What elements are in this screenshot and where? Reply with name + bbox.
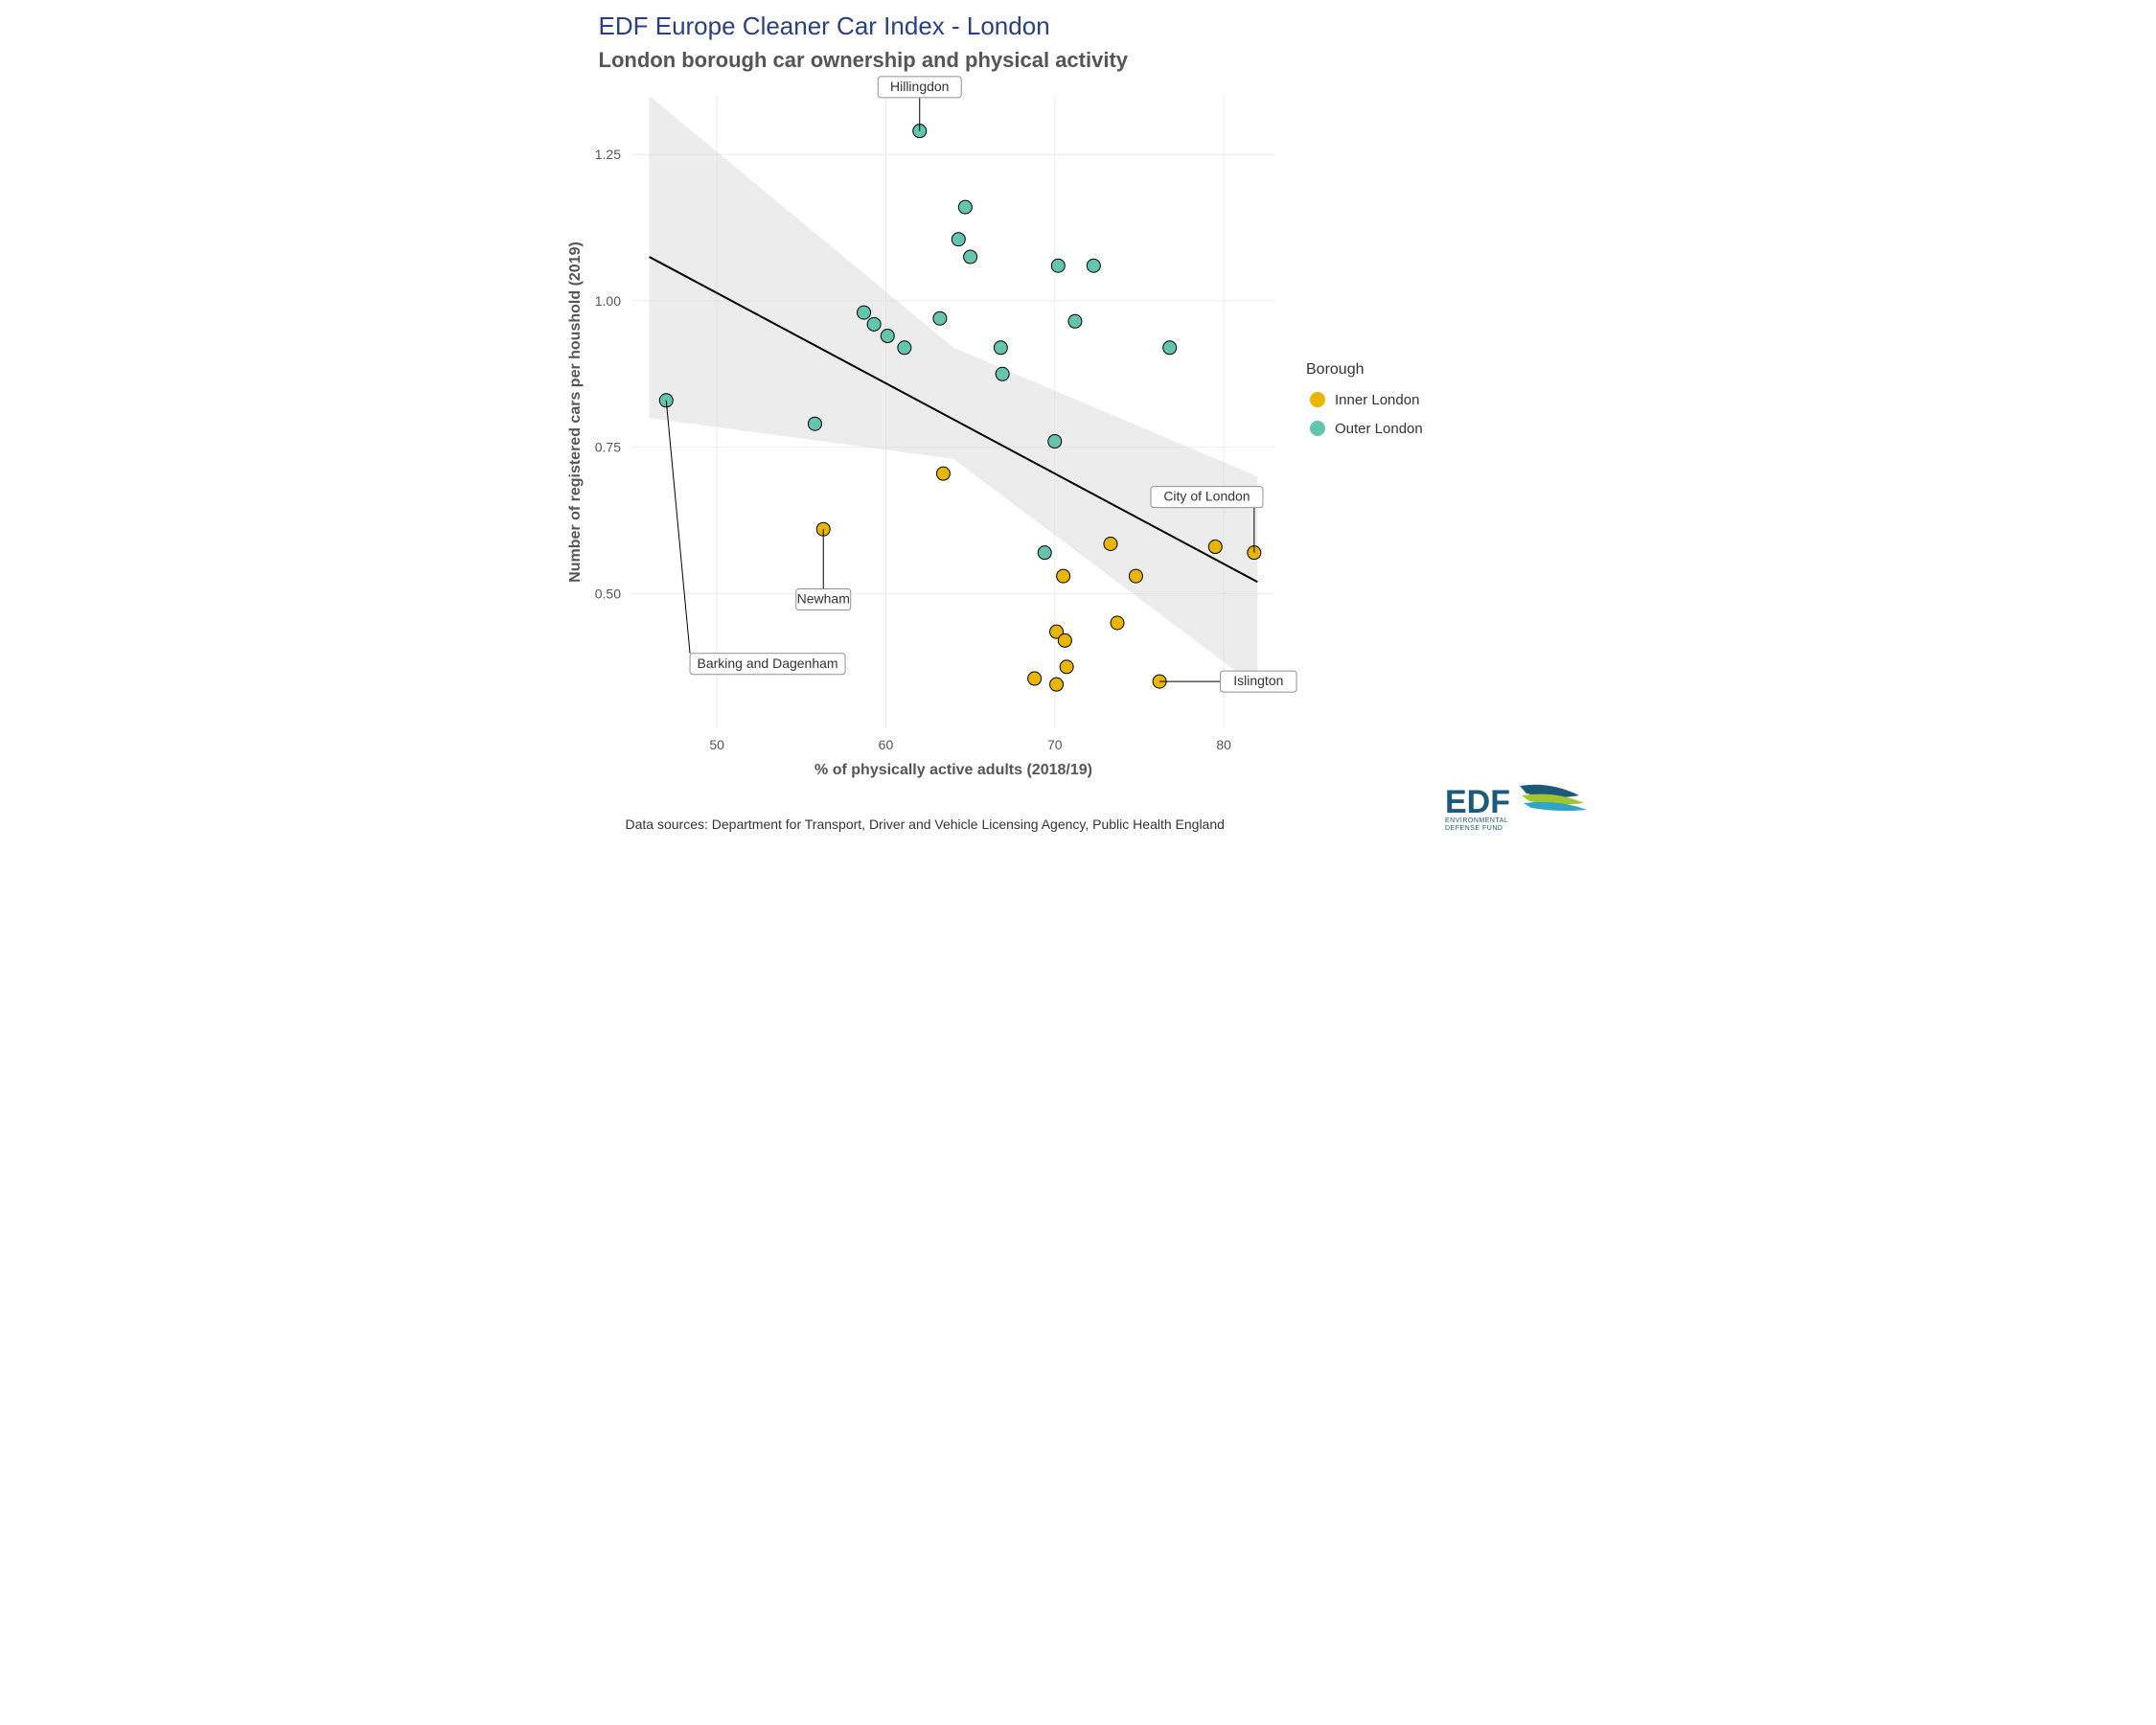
legend-title: Borough xyxy=(1306,361,1365,378)
legend-label: Outer London xyxy=(1335,421,1423,437)
edf-logo: EDF ENVIRONMENTAL DEFENSE FUND xyxy=(1445,776,1589,834)
y-tick-label: 1.00 xyxy=(594,293,620,309)
scatter-plot: 506070800.500.751.001.25HillingdonNewham… xyxy=(632,96,1274,728)
data-point xyxy=(1067,314,1081,328)
data-point xyxy=(1103,538,1116,551)
source-text: Data sources: Department for Transport, … xyxy=(626,816,1225,832)
data-point xyxy=(1087,259,1100,272)
data-point xyxy=(1060,660,1073,674)
y-tick-label: 0.50 xyxy=(594,586,620,601)
x-tick-label: 60 xyxy=(878,737,893,752)
data-point xyxy=(1058,633,1071,647)
chart-subtitle: London borough car ownership and physica… xyxy=(599,48,1129,73)
data-point xyxy=(881,330,894,343)
data-point xyxy=(1047,435,1061,448)
logo-sub1: ENVIRONMENTAL xyxy=(1445,817,1508,824)
callout-label: City of London xyxy=(1163,489,1250,504)
data-point xyxy=(1129,569,1142,583)
x-tick-label: 70 xyxy=(1047,737,1063,752)
data-point xyxy=(1051,259,1065,272)
data-point xyxy=(857,306,870,319)
legend-label: Inner London xyxy=(1335,392,1419,408)
callout-label: Barking and Dagenham xyxy=(697,656,837,671)
legend-swatch xyxy=(1310,392,1325,407)
data-point xyxy=(1162,341,1176,355)
x-axis-label: % of physically active adults (2018/19) xyxy=(814,762,1092,778)
data-point xyxy=(808,417,821,430)
callout-label: Islington xyxy=(1233,673,1283,688)
data-point xyxy=(958,200,972,214)
data-point xyxy=(936,467,950,480)
data-point xyxy=(932,311,946,325)
legend-swatch xyxy=(1310,421,1325,436)
data-point xyxy=(1056,569,1069,583)
data-point xyxy=(1111,616,1124,630)
data-point xyxy=(867,317,881,331)
data-point xyxy=(963,250,976,264)
data-point xyxy=(994,341,1007,355)
chart-container: EDF Europe Cleaner Car Index - London Lo… xyxy=(539,0,1617,862)
callout-leader xyxy=(666,401,690,654)
y-tick-label: 1.25 xyxy=(594,147,620,162)
callout-label: Newham xyxy=(796,591,849,607)
x-tick-label: 80 xyxy=(1216,737,1231,752)
callout-label: Hillingdon xyxy=(889,79,948,94)
data-point xyxy=(1208,540,1222,554)
legend: Borough Inner London Outer London xyxy=(1306,359,1498,474)
data-point xyxy=(952,233,965,246)
data-point xyxy=(1038,546,1051,560)
confidence-band xyxy=(649,96,1257,687)
logo-sub2: DEFENSE FUND xyxy=(1445,825,1502,832)
data-point xyxy=(1027,672,1041,685)
data-point xyxy=(897,341,910,355)
logo-main-text: EDF xyxy=(1445,784,1510,820)
data-point xyxy=(996,367,1009,380)
y-tick-label: 0.75 xyxy=(594,440,620,455)
chart-title: EDF Europe Cleaner Car Index - London xyxy=(599,12,1050,41)
x-tick-label: 50 xyxy=(709,737,724,752)
data-point xyxy=(1049,678,1063,691)
y-axis-label: Number of registered cars per houshold (… xyxy=(567,242,584,583)
